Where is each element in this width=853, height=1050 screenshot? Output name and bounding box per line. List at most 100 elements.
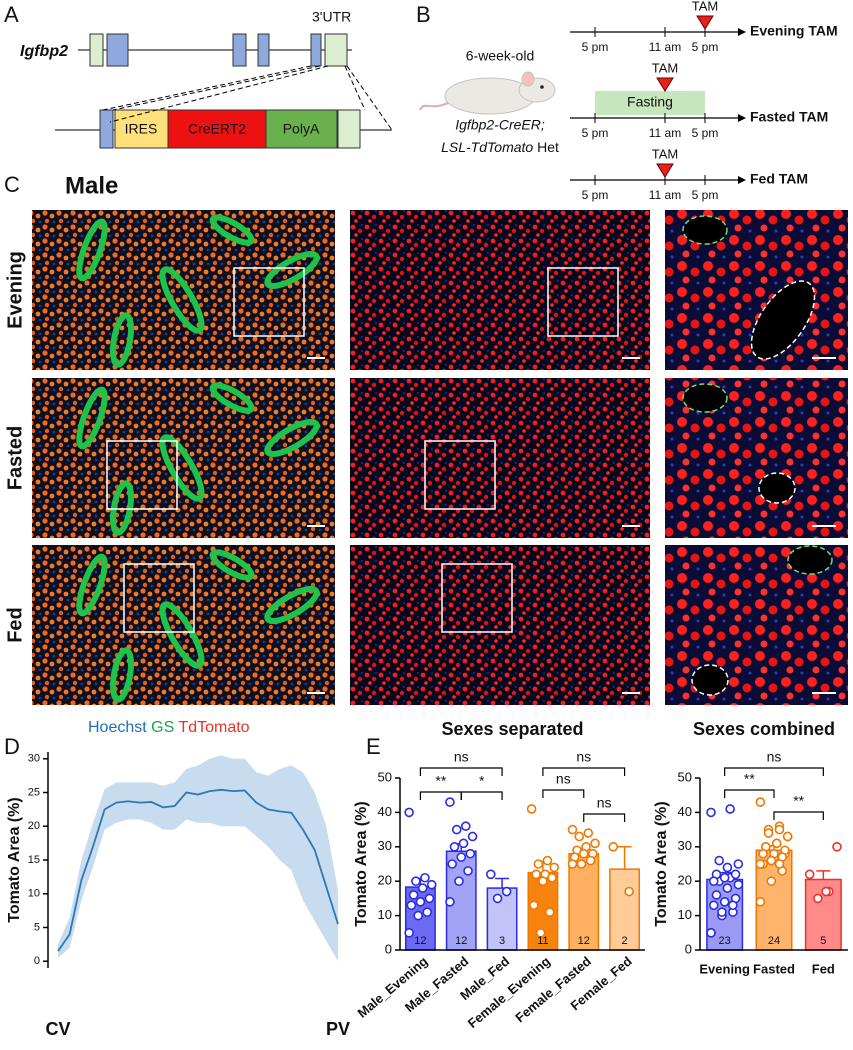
gs-vessel [209,214,255,246]
significance-bracket [724,789,775,798]
zoom-box [106,440,178,510]
significance-label: ns [597,795,612,811]
data-point [578,848,589,859]
dashed-link [112,65,321,111]
n-label: 23 [719,935,731,947]
y-tick-label: 10 [378,907,392,922]
error-bar [816,870,831,880]
chart-title: Sexes separated [441,719,583,739]
data-point [733,879,744,890]
genotype-line: LSL-TdTomato Het [441,139,559,155]
data-point [449,841,460,852]
genotype-plain: Het [537,139,559,155]
data-point [782,831,793,842]
y-tick-label: 30 [28,753,40,765]
exon [257,33,270,67]
condition-label: Fed TAM [750,171,808,187]
data-point [719,897,730,907]
data-point [717,907,727,917]
data-point [708,900,719,911]
gs-vessel [110,647,134,703]
x-tick-label: PV [326,1019,350,1039]
data-point [460,821,471,831]
x-tick-label: Fasted [753,961,795,976]
data-point [538,876,548,887]
mouse-tail [419,101,451,111]
data-point [567,859,578,869]
vessel-outline [682,215,728,245]
data-point [404,927,414,938]
data-point [583,828,594,838]
significance-label: ns [767,749,782,765]
significance-label: ** [793,793,804,809]
construct-block [337,109,361,149]
gs-vessel [209,382,255,414]
data-point [706,807,716,818]
panel-letter: B [416,2,431,27]
gs-vessel [209,549,255,581]
data-point [445,897,455,907]
data-point [529,900,539,911]
data-point [492,893,503,904]
data-point [422,907,433,917]
data-point [567,824,578,835]
data-point [406,900,417,911]
ires-label: IRES [125,121,158,137]
chart-title: Sexes combined [693,719,835,739]
data-point [755,859,766,869]
exon [106,33,129,67]
x-tick-label: Evening [699,961,750,976]
y-tick-label: 20 [28,820,40,832]
data-point [725,804,735,814]
timeline-arrow [738,114,746,122]
gs-vessel [110,312,134,368]
x-tick-label: CV [45,1019,70,1039]
data-point [485,869,496,880]
condition-label: Fasted TAM [750,109,828,125]
data-point [821,886,831,897]
error-bar [495,877,510,889]
time-label: 5 pm [692,40,719,54]
data-point [755,897,766,907]
data-point [585,855,596,866]
n-label: 11 [537,935,548,947]
age-label: 6-week-old [466,48,534,64]
panel-letter: C [4,172,20,197]
n-label: 24 [768,935,780,947]
gs-vessel [159,266,205,334]
data-point [706,927,716,938]
zoom-box [441,563,513,633]
construct-block [265,109,338,149]
y-tick-label: 20 [378,873,392,888]
y-tick-label: 20 [678,873,692,888]
construct-block [167,109,267,149]
stain-legend-item: TdTomato [178,719,249,736]
data-point [531,869,541,880]
data-point [714,855,725,866]
data-point [722,883,733,893]
utr-label: 3'UTR [312,9,351,25]
data-point [542,855,553,866]
significance-label: ns [576,749,591,765]
data-point [832,841,842,852]
data-point [411,876,421,887]
vessel-outline [787,545,833,575]
data-point [728,900,738,911]
mean-line [57,788,339,952]
exon [232,33,247,67]
dashed-link [344,65,366,111]
y-tick-label: 40 [378,804,392,819]
zoom-box [233,267,305,337]
timeline-arrow [738,176,746,184]
data-point [420,872,430,883]
mouse-ear [521,71,535,87]
y-tick-label: 30 [378,838,392,853]
y-tick-label: 15 [28,854,40,866]
panel-letter: A [4,2,19,27]
significance-bracket [419,791,462,800]
data-point [730,869,741,880]
data-point [417,883,428,893]
data-point [526,804,537,814]
polya-label: PolyA [283,121,320,137]
genotype-italic: LSL-TdTomato [441,139,533,155]
